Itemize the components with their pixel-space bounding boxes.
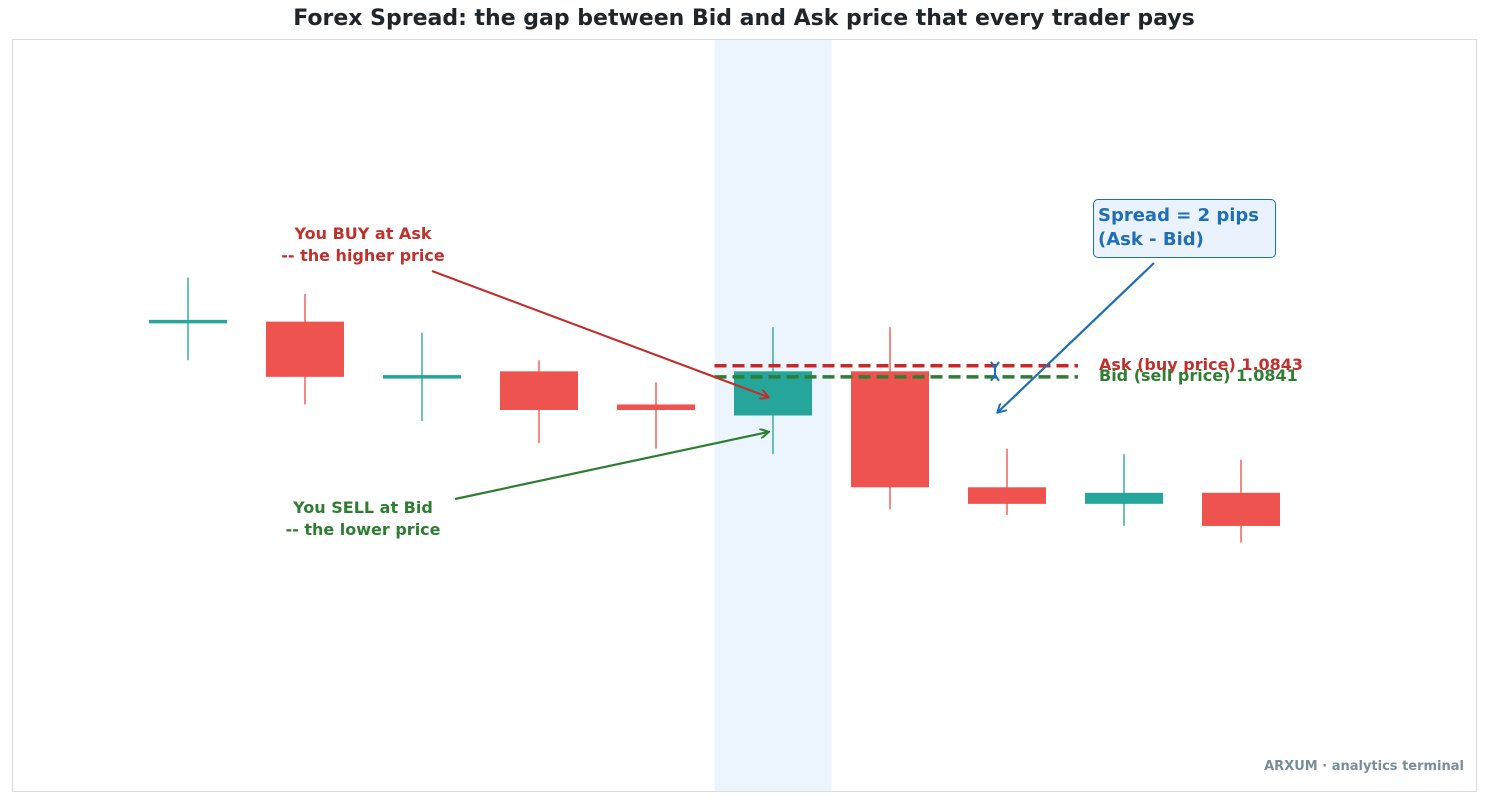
candle-body <box>851 371 929 488</box>
candle <box>500 360 578 444</box>
candle <box>383 332 461 422</box>
candle-body <box>500 371 578 410</box>
bid-label: Bid (sell price) 1.0841 <box>1099 365 1298 385</box>
sell-annotation-line: You SELL at Bid <box>293 498 433 517</box>
sell-arrow <box>454 432 768 501</box>
sell-annotation: You SELL at Bid -- the lower price <box>243 497 483 541</box>
candle <box>617 382 695 449</box>
candle-body <box>617 404 695 410</box>
buy-annotation-line: You BUY at Ask <box>294 224 432 243</box>
candle <box>266 294 344 405</box>
watermark: ARXUM · analytics terminal <box>1264 759 1464 774</box>
candle <box>851 327 929 510</box>
spread-marker <box>990 361 1000 382</box>
sell-annotation-line: -- the lower price <box>285 520 441 539</box>
candle-body <box>149 319 227 324</box>
spread-callout-line: (Ask - Bid) <box>1098 229 1204 250</box>
candles-layer <box>149 277 1280 543</box>
candle-body <box>383 375 461 379</box>
candle-body <box>266 321 344 377</box>
candle-body <box>1085 492 1163 504</box>
spread-callout-line: Spread = 2 pips <box>1098 205 1260 226</box>
chart-title: Forex Spread: the gap between Bid and As… <box>293 6 1195 31</box>
candle-body <box>968 487 1046 504</box>
buy-arrow <box>431 269 768 397</box>
candle <box>734 327 812 455</box>
candle <box>1085 454 1163 526</box>
candle <box>149 277 227 361</box>
ask-label: Ask (buy price) 1.0843 <box>1099 354 1304 374</box>
candle <box>1202 459 1280 543</box>
candle-body <box>734 371 812 416</box>
spread-callout: Spread = 2 pips (Ask - Bid) <box>1093 199 1276 258</box>
candle-body <box>1202 492 1280 526</box>
buy-annotation-line: -- the higher price <box>281 246 445 265</box>
candle <box>968 448 1046 515</box>
spread-arrow <box>998 262 1155 412</box>
buy-annotation: You BUY at Ask -- the higher price <box>243 223 483 267</box>
